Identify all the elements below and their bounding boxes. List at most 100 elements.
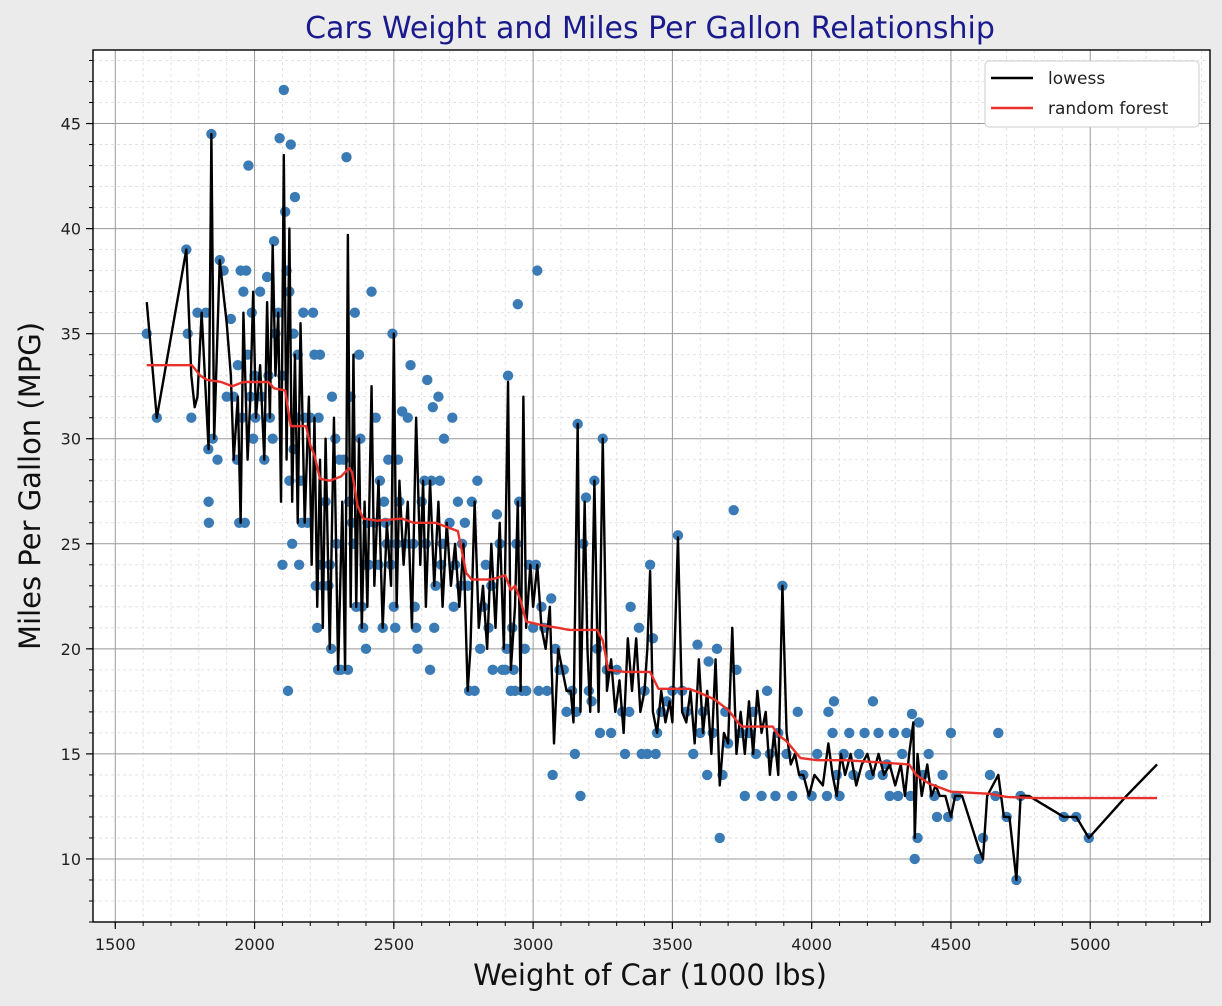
data-point — [500, 664, 511, 676]
y-tick-label: 15 — [61, 745, 81, 764]
data-point — [923, 748, 934, 760]
data-point — [993, 727, 1004, 739]
data-point — [267, 433, 278, 444]
data-point — [931, 811, 943, 823]
data-point — [527, 622, 539, 634]
data-point — [289, 191, 301, 203]
y-tick-label: 10 — [61, 850, 81, 869]
data-point — [200, 307, 212, 318]
y-tick-label: 45 — [61, 115, 81, 134]
data-point — [624, 706, 635, 718]
data-point — [520, 685, 532, 697]
data-point — [984, 769, 996, 781]
data-point — [430, 580, 441, 592]
data-point — [487, 664, 498, 676]
data-point — [532, 265, 543, 276]
data-point — [212, 454, 223, 465]
data-point — [888, 727, 900, 739]
data-point — [186, 412, 197, 423]
data-point — [469, 685, 480, 697]
legend-label-lowess: lowess — [1048, 69, 1105, 89]
data-point — [268, 236, 280, 247]
series-line-random-forest — [146, 363, 1158, 800]
data-point — [261, 271, 273, 283]
data-point — [325, 643, 337, 655]
data-point — [605, 727, 617, 739]
data-point — [422, 374, 433, 386]
x-tick-label: 4500 — [931, 935, 972, 954]
data-point — [672, 530, 684, 541]
data-point — [547, 769, 558, 781]
y-axis-label: Miles Per Gallon (MPG) — [13, 322, 47, 650]
data-point — [486, 580, 497, 592]
lines-layer — [145, 132, 1158, 882]
data-point — [429, 622, 440, 634]
data-point — [761, 685, 773, 697]
data-point — [243, 160, 254, 171]
plot-area — [93, 50, 1210, 922]
data-point — [459, 517, 471, 528]
data-point — [770, 790, 781, 802]
data-point — [225, 313, 237, 325]
data-point — [452, 496, 464, 507]
y-tick-label: 20 — [61, 640, 81, 659]
x-tick-label: 2000 — [234, 935, 275, 954]
data-point — [434, 475, 445, 486]
data-point — [512, 299, 523, 310]
data-point — [756, 790, 767, 802]
data-point — [374, 475, 386, 486]
legend-box — [984, 60, 1200, 128]
data-point — [366, 286, 377, 297]
data-point — [711, 643, 723, 655]
data-point — [238, 286, 249, 297]
data-point — [285, 139, 296, 150]
data-point — [739, 790, 751, 802]
data-point — [647, 633, 659, 644]
data-point — [241, 265, 252, 276]
legend: lowess random forest — [984, 60, 1200, 128]
data-point — [427, 402, 439, 413]
data-point — [792, 706, 803, 718]
data-point — [307, 307, 319, 318]
data-point — [702, 769, 713, 781]
y-tick-label: 25 — [61, 535, 81, 554]
data-point — [412, 643, 423, 655]
data-point — [274, 133, 285, 144]
x-axis-label: Weight of Car (1000 lbs) — [473, 958, 827, 992]
data-point — [821, 790, 833, 802]
data-point — [945, 727, 957, 739]
data-point — [906, 708, 918, 720]
data-point — [383, 454, 394, 465]
data-point — [326, 391, 338, 402]
data-point — [650, 748, 661, 760]
data-point — [502, 370, 514, 381]
data-point — [293, 559, 305, 570]
data-point — [472, 475, 483, 486]
axis-ticks: 1500 2000 2500 3000 3500 4000 4500 5000 10 15 20 25… — [61, 60, 1203, 954]
data-point — [447, 412, 458, 423]
data-point — [313, 412, 324, 423]
data-point — [642, 748, 653, 760]
x-tick-label: 4000 — [791, 935, 832, 954]
data-point — [341, 151, 352, 163]
data-point — [360, 643, 372, 655]
data-point — [873, 727, 884, 739]
data-point — [312, 622, 323, 634]
data-point — [594, 727, 606, 739]
data-point — [480, 559, 491, 570]
data-point — [897, 748, 908, 760]
data-point — [355, 433, 366, 444]
data-point — [786, 790, 798, 802]
data-point — [812, 748, 823, 760]
data-point — [644, 559, 656, 570]
data-point — [867, 696, 879, 707]
data-point — [541, 685, 553, 697]
data-point — [203, 496, 214, 507]
data-point — [633, 622, 645, 634]
data-point — [182, 328, 193, 339]
data-point — [533, 685, 544, 697]
data-point — [688, 748, 699, 760]
y-tick-label: 35 — [61, 325, 81, 344]
data-point — [192, 307, 203, 318]
data-point — [358, 622, 369, 634]
